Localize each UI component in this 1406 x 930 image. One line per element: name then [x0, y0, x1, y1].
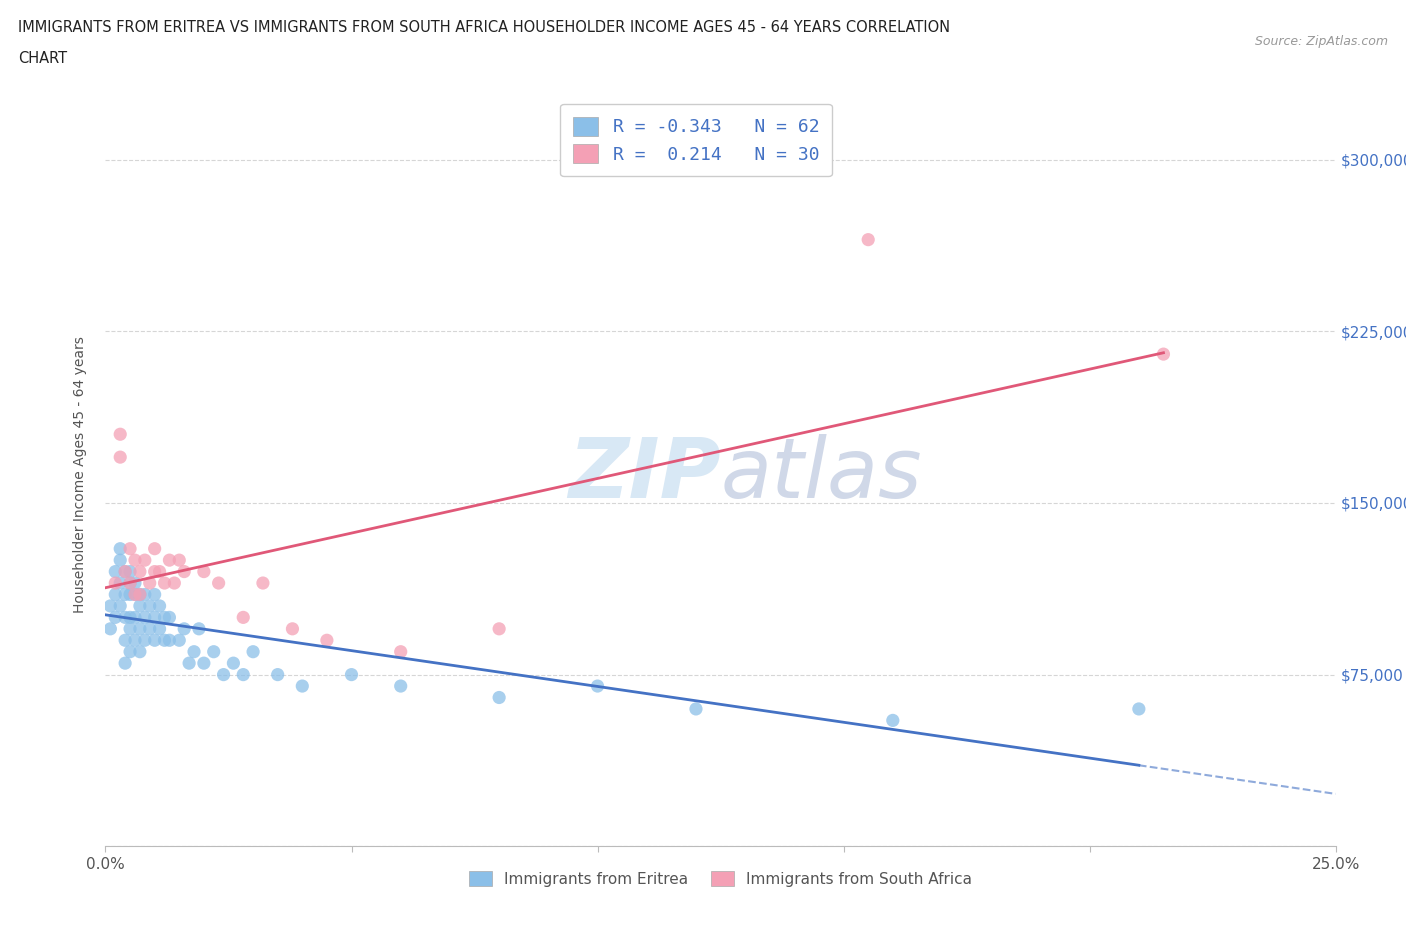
Point: [143, 632, 166, 647]
Point: [110, 541, 132, 556]
Point: [488, 690, 510, 705]
Point: [169, 632, 191, 647]
Point: [134, 632, 156, 647]
Point: [315, 632, 337, 647]
Point: [169, 552, 191, 567]
Y-axis label: Householder Income Ages 45 - 64 years: Householder Income Ages 45 - 64 years: [73, 336, 87, 613]
Point: [138, 621, 162, 636]
Point: [120, 644, 141, 659]
Point: [120, 587, 141, 602]
Point: [1153, 347, 1175, 362]
Point: [222, 656, 245, 671]
Point: [149, 621, 172, 636]
Point: [143, 587, 166, 602]
Point: [129, 565, 152, 579]
Legend: Immigrants from Eritrea, Immigrants from South Africa: Immigrants from Eritrea, Immigrants from…: [461, 863, 980, 895]
Text: IMMIGRANTS FROM ERITREA VS IMMIGRANTS FROM SOUTH AFRICA HOUSEHOLDER INCOME AGES : IMMIGRANTS FROM ERITREA VS IMMIGRANTS FR…: [18, 20, 950, 35]
Point: [143, 541, 166, 556]
Point: [858, 232, 880, 247]
Point: [586, 679, 609, 694]
Point: [267, 667, 290, 682]
Point: [281, 621, 304, 636]
Point: [129, 621, 152, 636]
Point: [163, 576, 186, 591]
Text: atlas: atlas: [721, 433, 922, 515]
Point: [110, 576, 132, 591]
Point: [114, 587, 136, 602]
Point: [104, 576, 127, 591]
Point: [389, 644, 412, 659]
Point: [104, 587, 127, 602]
Point: [138, 599, 162, 614]
Point: [389, 679, 412, 694]
Point: [124, 552, 146, 567]
Point: [120, 541, 141, 556]
Point: [173, 621, 195, 636]
Point: [114, 656, 136, 671]
Point: [120, 621, 141, 636]
Point: [143, 565, 166, 579]
Point: [104, 610, 127, 625]
Point: [114, 565, 136, 579]
Point: [488, 621, 510, 636]
Point: [252, 576, 274, 591]
Text: Source: ZipAtlas.com: Source: ZipAtlas.com: [1254, 35, 1388, 48]
Point: [193, 565, 215, 579]
Point: [1128, 701, 1150, 716]
Point: [291, 679, 314, 694]
Point: [149, 565, 172, 579]
Point: [124, 632, 146, 647]
Point: [143, 610, 166, 625]
Point: [124, 587, 146, 602]
Point: [340, 667, 363, 682]
Point: [124, 587, 146, 602]
Point: [129, 587, 152, 602]
Point: [114, 610, 136, 625]
Point: [179, 656, 201, 671]
Point: [110, 552, 132, 567]
Point: [129, 587, 152, 602]
Point: [159, 610, 180, 625]
Point: [153, 632, 176, 647]
Point: [120, 610, 141, 625]
Point: [120, 565, 141, 579]
Point: [129, 599, 152, 614]
Point: [110, 427, 132, 442]
Point: [98, 599, 122, 614]
Point: [153, 610, 176, 625]
Point: [232, 610, 254, 625]
Point: [98, 621, 122, 636]
Point: [193, 656, 215, 671]
Point: [212, 667, 235, 682]
Point: [110, 450, 132, 465]
Point: [134, 587, 156, 602]
Point: [208, 576, 231, 591]
Point: [685, 701, 707, 716]
Point: [153, 576, 176, 591]
Point: [159, 632, 180, 647]
Point: [242, 644, 264, 659]
Point: [232, 667, 254, 682]
Point: [114, 565, 136, 579]
Point: [149, 599, 172, 614]
Point: [159, 552, 180, 567]
Point: [124, 576, 146, 591]
Point: [129, 644, 152, 659]
Point: [188, 621, 211, 636]
Text: ZIP: ZIP: [568, 433, 721, 515]
Point: [173, 565, 195, 579]
Point: [882, 713, 904, 728]
Point: [124, 610, 146, 625]
Point: [138, 576, 162, 591]
Point: [134, 552, 156, 567]
Point: [134, 610, 156, 625]
Point: [120, 576, 141, 591]
Point: [183, 644, 205, 659]
Point: [114, 632, 136, 647]
Point: [104, 565, 127, 579]
Point: [120, 576, 141, 591]
Text: CHART: CHART: [18, 51, 67, 66]
Point: [202, 644, 225, 659]
Point: [110, 599, 132, 614]
